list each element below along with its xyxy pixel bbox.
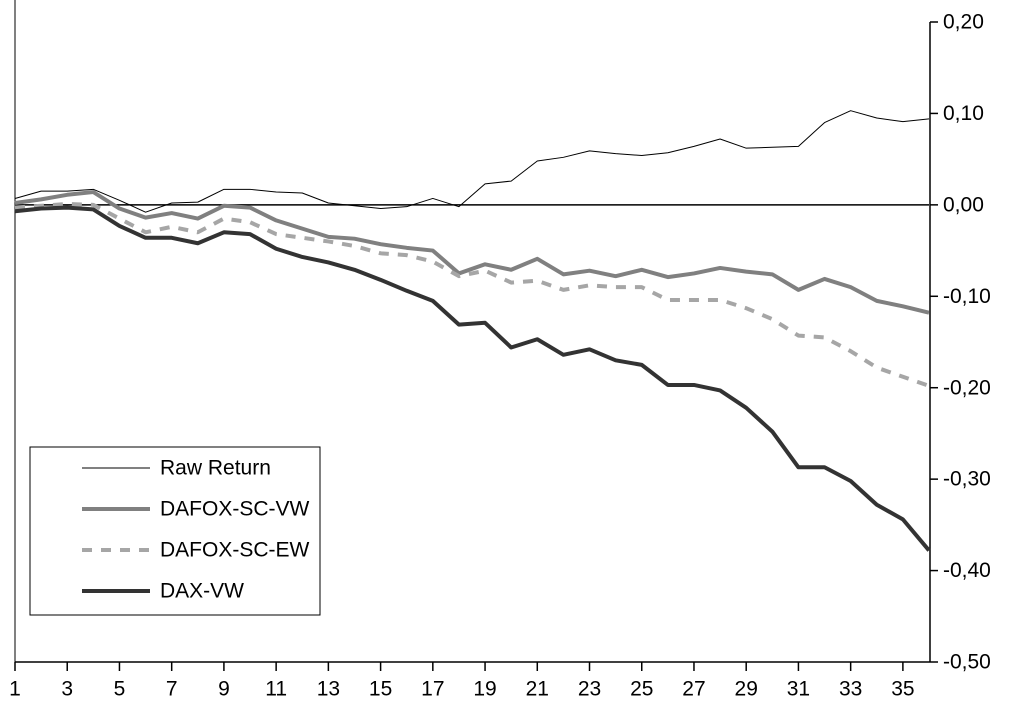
legend-box <box>29 446 321 616</box>
series-line <box>14 190 930 315</box>
x-tick-label: 25 <box>630 678 653 701</box>
x-tick-label: 17 <box>421 678 444 701</box>
x-tick-label: 29 <box>735 678 758 701</box>
x-tick-label: 23 <box>578 678 601 701</box>
y-tick-label: -0,20 <box>943 376 991 399</box>
x-tick-label: 11 <box>265 678 287 701</box>
legend-label: DAFOX-SC-EW <box>160 539 310 562</box>
y-tick-label: 0,10 <box>943 102 984 125</box>
x-tick-label: 9 <box>218 678 230 701</box>
y-tick-label: -0,50 <box>943 651 991 674</box>
x-tick-label: 27 <box>682 678 705 701</box>
y-tick-label: 0,00 <box>943 193 984 216</box>
x-tick-label: 19 <box>473 678 496 701</box>
x-tick-label: 31 <box>787 678 810 701</box>
y-tick-label: 0,20 <box>943 11 984 34</box>
legend-label: DAX-VW <box>160 580 244 603</box>
legend-label: DAFOX-SC-VW <box>160 498 310 521</box>
legend: Raw Return DAFOX-SC-VW DAFOX-SC-EW DAX-VW <box>29 446 321 616</box>
x-tick-label: 1 <box>9 678 21 701</box>
x-tick-label: 21 <box>526 678 549 701</box>
x-tick-label: 33 <box>839 678 862 701</box>
series-line <box>14 205 931 552</box>
y-tick-label: -0,30 <box>943 468 991 491</box>
y-tick-label: -0,40 <box>943 559 991 582</box>
x-tick-label: 15 <box>369 678 392 701</box>
x-tick-label: 35 <box>891 678 914 701</box>
x-tick-label: 5 <box>114 678 126 701</box>
x-tick-label: 13 <box>317 678 340 701</box>
series-line <box>14 201 930 388</box>
y-tick-label: -0,10 <box>943 285 991 308</box>
legend-label: Raw Return <box>160 457 271 480</box>
series-line <box>14 110 930 213</box>
x-tick-label: 3 <box>61 678 73 701</box>
x-tick-label: 7 <box>166 678 178 701</box>
